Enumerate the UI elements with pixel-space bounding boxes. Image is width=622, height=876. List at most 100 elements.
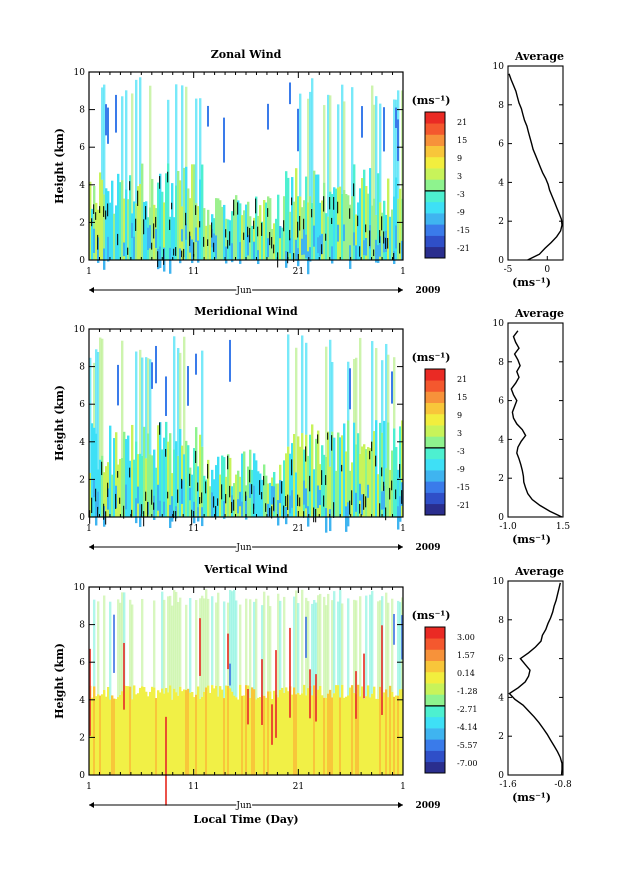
y-tick-label: 0 bbox=[79, 513, 85, 523]
average-frame bbox=[507, 322, 564, 518]
colorbar-tick-label: -3 bbox=[457, 190, 465, 199]
average-y-tick-label: 4 bbox=[498, 693, 504, 703]
colorbar-segment bbox=[425, 156, 445, 169]
average-title: Average bbox=[514, 307, 564, 320]
x-tick-label: 21 bbox=[293, 524, 304, 534]
colorbar-tick-label: 15 bbox=[457, 393, 467, 402]
x-tick-label: 1 bbox=[86, 267, 92, 277]
year-label: 2009 bbox=[415, 286, 440, 296]
average-x-tick-label: -1.6 bbox=[499, 780, 517, 790]
average-profile-line bbox=[508, 582, 563, 776]
x-tick-label: 11 bbox=[188, 524, 199, 534]
average-y-tick-label: 6 bbox=[498, 140, 504, 150]
y-tick-label: 8 bbox=[79, 363, 85, 373]
colorbar-frame bbox=[424, 626, 446, 774]
average-frame bbox=[507, 580, 564, 776]
colorbar-segment bbox=[425, 134, 445, 146]
colorbar-tick-label: 1.57 bbox=[457, 651, 475, 660]
colorbar-tick-label: -5.57 bbox=[457, 741, 478, 750]
y-tick-label: 0 bbox=[79, 771, 85, 781]
colorbar-tick-label: -1.28 bbox=[457, 687, 478, 696]
colorbar-tick-label: -21 bbox=[457, 501, 470, 510]
colorbar-segment bbox=[425, 436, 445, 448]
y-tick-label: 6 bbox=[79, 400, 85, 410]
average-y-tick-label: 8 bbox=[498, 101, 504, 111]
month-label: Jun bbox=[235, 543, 251, 553]
colorbar-segment bbox=[425, 246, 445, 259]
colorbar-tick-label: -7.00 bbox=[457, 759, 478, 768]
x-tick-label: 11 bbox=[188, 782, 199, 792]
average-y-tick-label: 2 bbox=[498, 732, 504, 742]
colorbar-unit: (ms⁻¹) bbox=[412, 609, 451, 622]
colorbar-segment bbox=[425, 112, 445, 124]
y-tick-label: 10 bbox=[74, 68, 86, 78]
colorbar-segment bbox=[425, 739, 445, 751]
x-tick-label: 1 bbox=[400, 267, 406, 277]
colorbar-tick-label: 21 bbox=[457, 375, 467, 384]
colorbar-segment bbox=[425, 380, 445, 392]
x-tick-label: 21 bbox=[293, 782, 304, 792]
average-y-tick-label: 8 bbox=[498, 616, 504, 626]
average-y-tick-label: 4 bbox=[498, 435, 504, 445]
y-tick-label: 2 bbox=[79, 475, 85, 485]
colorbar-segment bbox=[425, 123, 445, 135]
average-x-tick-label: -5 bbox=[504, 265, 513, 275]
colorbar-tick-label: 9 bbox=[457, 154, 462, 163]
colorbar-segment bbox=[425, 224, 445, 236]
year-label: 2009 bbox=[415, 801, 440, 811]
month-label: Jun bbox=[235, 286, 251, 296]
y-tick-label: 4 bbox=[79, 438, 85, 448]
colorbar-segment bbox=[425, 391, 445, 403]
heatmap-field bbox=[89, 77, 404, 275]
colorbar-tick-label: 21 bbox=[457, 118, 467, 127]
colorbar-unit: (ms⁻¹) bbox=[412, 94, 451, 107]
average-y-tick-label: 8 bbox=[498, 358, 504, 368]
average-y-tick-label: 0 bbox=[498, 771, 504, 781]
colorbar-tick-label: 3 bbox=[457, 172, 462, 181]
colorbar-tick-label: -21 bbox=[457, 244, 470, 253]
x-tick-label: 21 bbox=[293, 267, 304, 277]
colorbar-tick-label: -15 bbox=[457, 483, 470, 492]
y-axis-label: Height (km) bbox=[53, 128, 66, 204]
colorbar-segment bbox=[425, 201, 445, 214]
colorbar-segment bbox=[425, 235, 445, 248]
colorbar-segment bbox=[425, 179, 445, 191]
colorbar-segment bbox=[425, 492, 445, 505]
colorbar-segment bbox=[425, 627, 445, 639]
colorbar-segment bbox=[425, 190, 445, 203]
y-tick-label: 2 bbox=[79, 733, 85, 743]
x-tick-label: 1 bbox=[400, 782, 406, 792]
average-x-tick-label: -1.0 bbox=[499, 522, 517, 532]
colorbar-tick-label: -9 bbox=[457, 465, 465, 474]
average-y-tick-label: 4 bbox=[498, 178, 504, 188]
colorbar-segment bbox=[425, 402, 445, 415]
colorbar-tick-label: -4.14 bbox=[457, 723, 478, 732]
heatmap-field bbox=[89, 589, 404, 806]
colorbar-tick-label: 3.00 bbox=[457, 633, 475, 642]
colorbar-segment bbox=[425, 750, 445, 763]
y-tick-label: 6 bbox=[79, 143, 85, 153]
colorbar-tick-label: 3 bbox=[457, 429, 462, 438]
colorbar-segment bbox=[425, 481, 445, 493]
colorbar-segment bbox=[425, 671, 445, 684]
year-label: 2009 bbox=[415, 543, 440, 553]
colorbar-segment bbox=[425, 638, 445, 650]
y-axis-label: Height (km) bbox=[53, 643, 66, 719]
colorbar-tick-label: 9 bbox=[457, 411, 462, 420]
colorbar-tick-label: 0.14 bbox=[457, 669, 475, 678]
average-y-tick-label: 2 bbox=[498, 217, 504, 227]
colorbar-segment bbox=[425, 761, 445, 774]
average-x-label: (ms⁻¹) bbox=[512, 276, 551, 289]
month-label: Jun bbox=[235, 801, 251, 811]
colorbar-segment bbox=[425, 503, 445, 516]
y-tick-label: 10 bbox=[74, 583, 86, 593]
average-title: Average bbox=[514, 565, 564, 578]
average-title: Average bbox=[514, 50, 564, 63]
y-tick-label: 0 bbox=[79, 256, 85, 266]
average-frame bbox=[507, 65, 564, 261]
average-x-tick-label: 0 bbox=[544, 265, 550, 275]
average-x-tick-label: 1.5 bbox=[556, 522, 571, 532]
x-axis-label: Local Time (Day) bbox=[193, 813, 298, 826]
